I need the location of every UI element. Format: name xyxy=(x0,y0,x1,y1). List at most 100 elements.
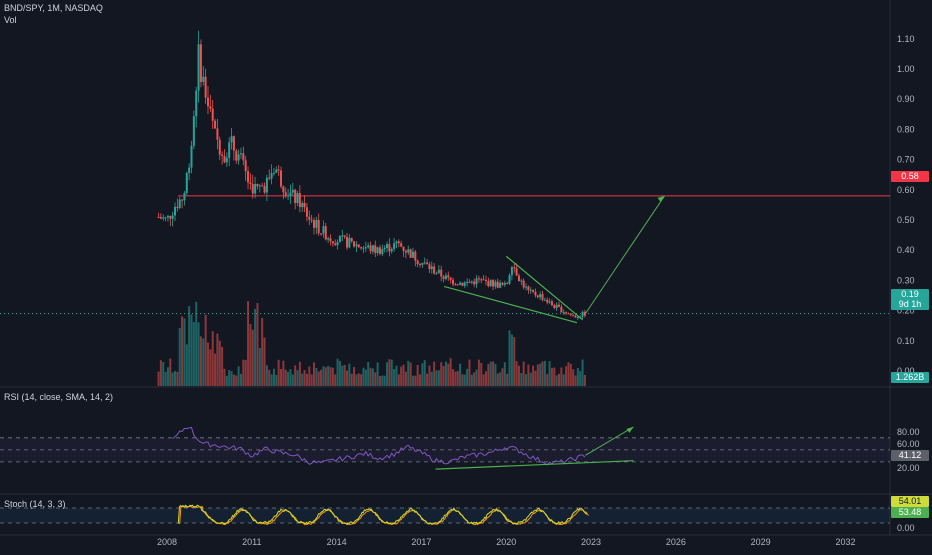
price-candle xyxy=(546,299,549,303)
volume-bar xyxy=(449,358,452,386)
countdown-badge: 9d 1h xyxy=(891,299,929,310)
price-candle xyxy=(393,243,396,250)
price-candle xyxy=(378,247,381,254)
volume-bar xyxy=(178,328,181,386)
price-candle xyxy=(565,312,568,314)
volume-bar xyxy=(565,366,568,386)
price-candle xyxy=(548,301,551,303)
price-candle xyxy=(197,44,200,91)
volume-bar xyxy=(482,374,485,386)
projection-arrowhead xyxy=(657,195,665,202)
volume-bar xyxy=(275,374,278,386)
price-candle xyxy=(258,185,261,187)
price-candle xyxy=(374,245,377,253)
price-candle xyxy=(341,235,344,237)
price-candle xyxy=(435,273,438,275)
volume-bar xyxy=(581,359,584,386)
volume-bar xyxy=(378,375,381,386)
time-tick-label: 2011 xyxy=(242,537,261,547)
volume-bar xyxy=(393,369,396,386)
volume-bar xyxy=(510,334,513,386)
volume-bar xyxy=(440,362,443,386)
price-candle xyxy=(583,311,586,316)
volume-bar xyxy=(527,364,530,386)
price-candle xyxy=(390,249,393,252)
price-candle xyxy=(388,244,391,252)
volume-bar xyxy=(492,361,495,386)
volume-bar xyxy=(583,374,586,386)
volume-bar xyxy=(287,371,290,386)
volume-bar xyxy=(343,364,346,386)
volume-bar xyxy=(355,374,358,386)
price-candle xyxy=(421,262,424,265)
price-candle xyxy=(397,241,400,244)
price-candle xyxy=(473,281,476,285)
price-candle xyxy=(437,269,440,274)
volume-bar xyxy=(416,365,419,386)
volume-bar xyxy=(185,344,188,386)
price-candle xyxy=(348,237,351,248)
price-candle xyxy=(376,247,379,253)
price-candle xyxy=(572,314,575,316)
price-candle xyxy=(520,280,523,282)
volume-bar xyxy=(218,340,221,386)
price-candle xyxy=(247,171,250,183)
price-candle xyxy=(430,266,433,270)
price-candle xyxy=(291,189,294,193)
volume-bar xyxy=(263,337,266,386)
volume-bar xyxy=(315,368,318,386)
volume-bar xyxy=(404,371,407,386)
price-candle xyxy=(459,282,462,285)
volume-bar xyxy=(567,362,570,386)
price-candle xyxy=(416,260,419,265)
price-candle xyxy=(157,216,160,218)
price-candle xyxy=(164,217,167,219)
volume-bar xyxy=(320,369,323,386)
price-candle xyxy=(447,275,450,278)
price-candle xyxy=(494,281,497,287)
price-candle xyxy=(567,313,570,315)
volume-bar xyxy=(171,372,174,386)
volume-bar xyxy=(242,359,245,386)
volume-badge: 1.262B xyxy=(891,372,929,383)
volume-bar xyxy=(520,372,523,386)
rsi-tick-label: 20.00 xyxy=(897,463,920,473)
volume-bar xyxy=(280,368,283,386)
time-tick-label: 2008 xyxy=(157,537,177,547)
price-candle xyxy=(294,189,297,204)
volume-bar xyxy=(258,347,261,386)
volume-bar xyxy=(350,373,353,386)
volume-bar xyxy=(169,358,172,386)
volume-bar xyxy=(466,368,469,386)
volume-bar xyxy=(369,367,372,386)
price-candle xyxy=(506,283,509,285)
volume-bar xyxy=(390,359,393,386)
price-candle xyxy=(482,279,485,281)
volume-bar xyxy=(247,301,250,386)
price-candle xyxy=(553,305,556,308)
volume-bar xyxy=(451,369,454,386)
price-candle xyxy=(360,247,363,249)
price-candle xyxy=(536,295,539,298)
price-candle xyxy=(265,177,268,193)
price-candle xyxy=(310,219,313,221)
volume-bar xyxy=(468,359,471,386)
volume-bar xyxy=(442,365,445,386)
price-candle xyxy=(517,275,520,282)
volume-bar xyxy=(543,360,546,386)
price-candle xyxy=(364,247,367,249)
price-candle xyxy=(343,235,346,237)
price-candle xyxy=(228,142,231,158)
price-candle xyxy=(404,250,407,253)
price-candle xyxy=(411,251,414,258)
volume-bar xyxy=(303,369,306,386)
volume-bar xyxy=(192,322,195,386)
volume-bar xyxy=(199,336,202,386)
volume-bar xyxy=(331,367,334,386)
price-candle xyxy=(466,281,469,283)
time-tick-label: 2014 xyxy=(327,537,347,547)
volume-bar xyxy=(553,367,556,386)
volume-bar xyxy=(402,364,405,386)
